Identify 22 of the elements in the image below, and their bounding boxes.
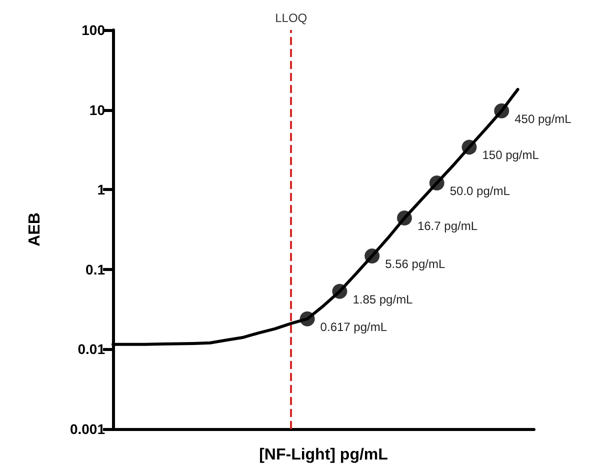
y-tick-label: 100 <box>82 22 106 38</box>
point <box>462 140 477 155</box>
point <box>364 248 380 264</box>
text: LLOQ <box>275 11 308 25</box>
annotation: 450 pg/mL <box>514 112 572 126</box>
y-axis-title: AEB <box>26 212 44 246</box>
annotation: 5.56 pg/mL <box>385 257 446 272</box>
point <box>429 175 444 190</box>
point <box>300 311 315 326</box>
annotation: 0.617 pg/mL <box>320 320 388 334</box>
point <box>396 210 412 226</box>
x-axis-title: [NF-Light] pg/mL <box>259 446 388 464</box>
point <box>332 284 348 299</box>
annotation: 150 pg/mL <box>482 148 540 162</box>
point <box>494 103 510 118</box>
y-tick-label: 1 <box>97 182 106 198</box>
annotation: 16.7 pg/mL <box>417 219 478 234</box>
y-tick-label: 0.001 <box>70 421 106 437</box>
annotation: 1.85 pg/mL <box>352 292 414 306</box>
y-tick-label: 0.1 <box>86 261 106 278</box>
y-tick-label: 0.01 <box>78 341 106 358</box>
annotation: 50.0 pg/mL <box>450 184 510 198</box>
